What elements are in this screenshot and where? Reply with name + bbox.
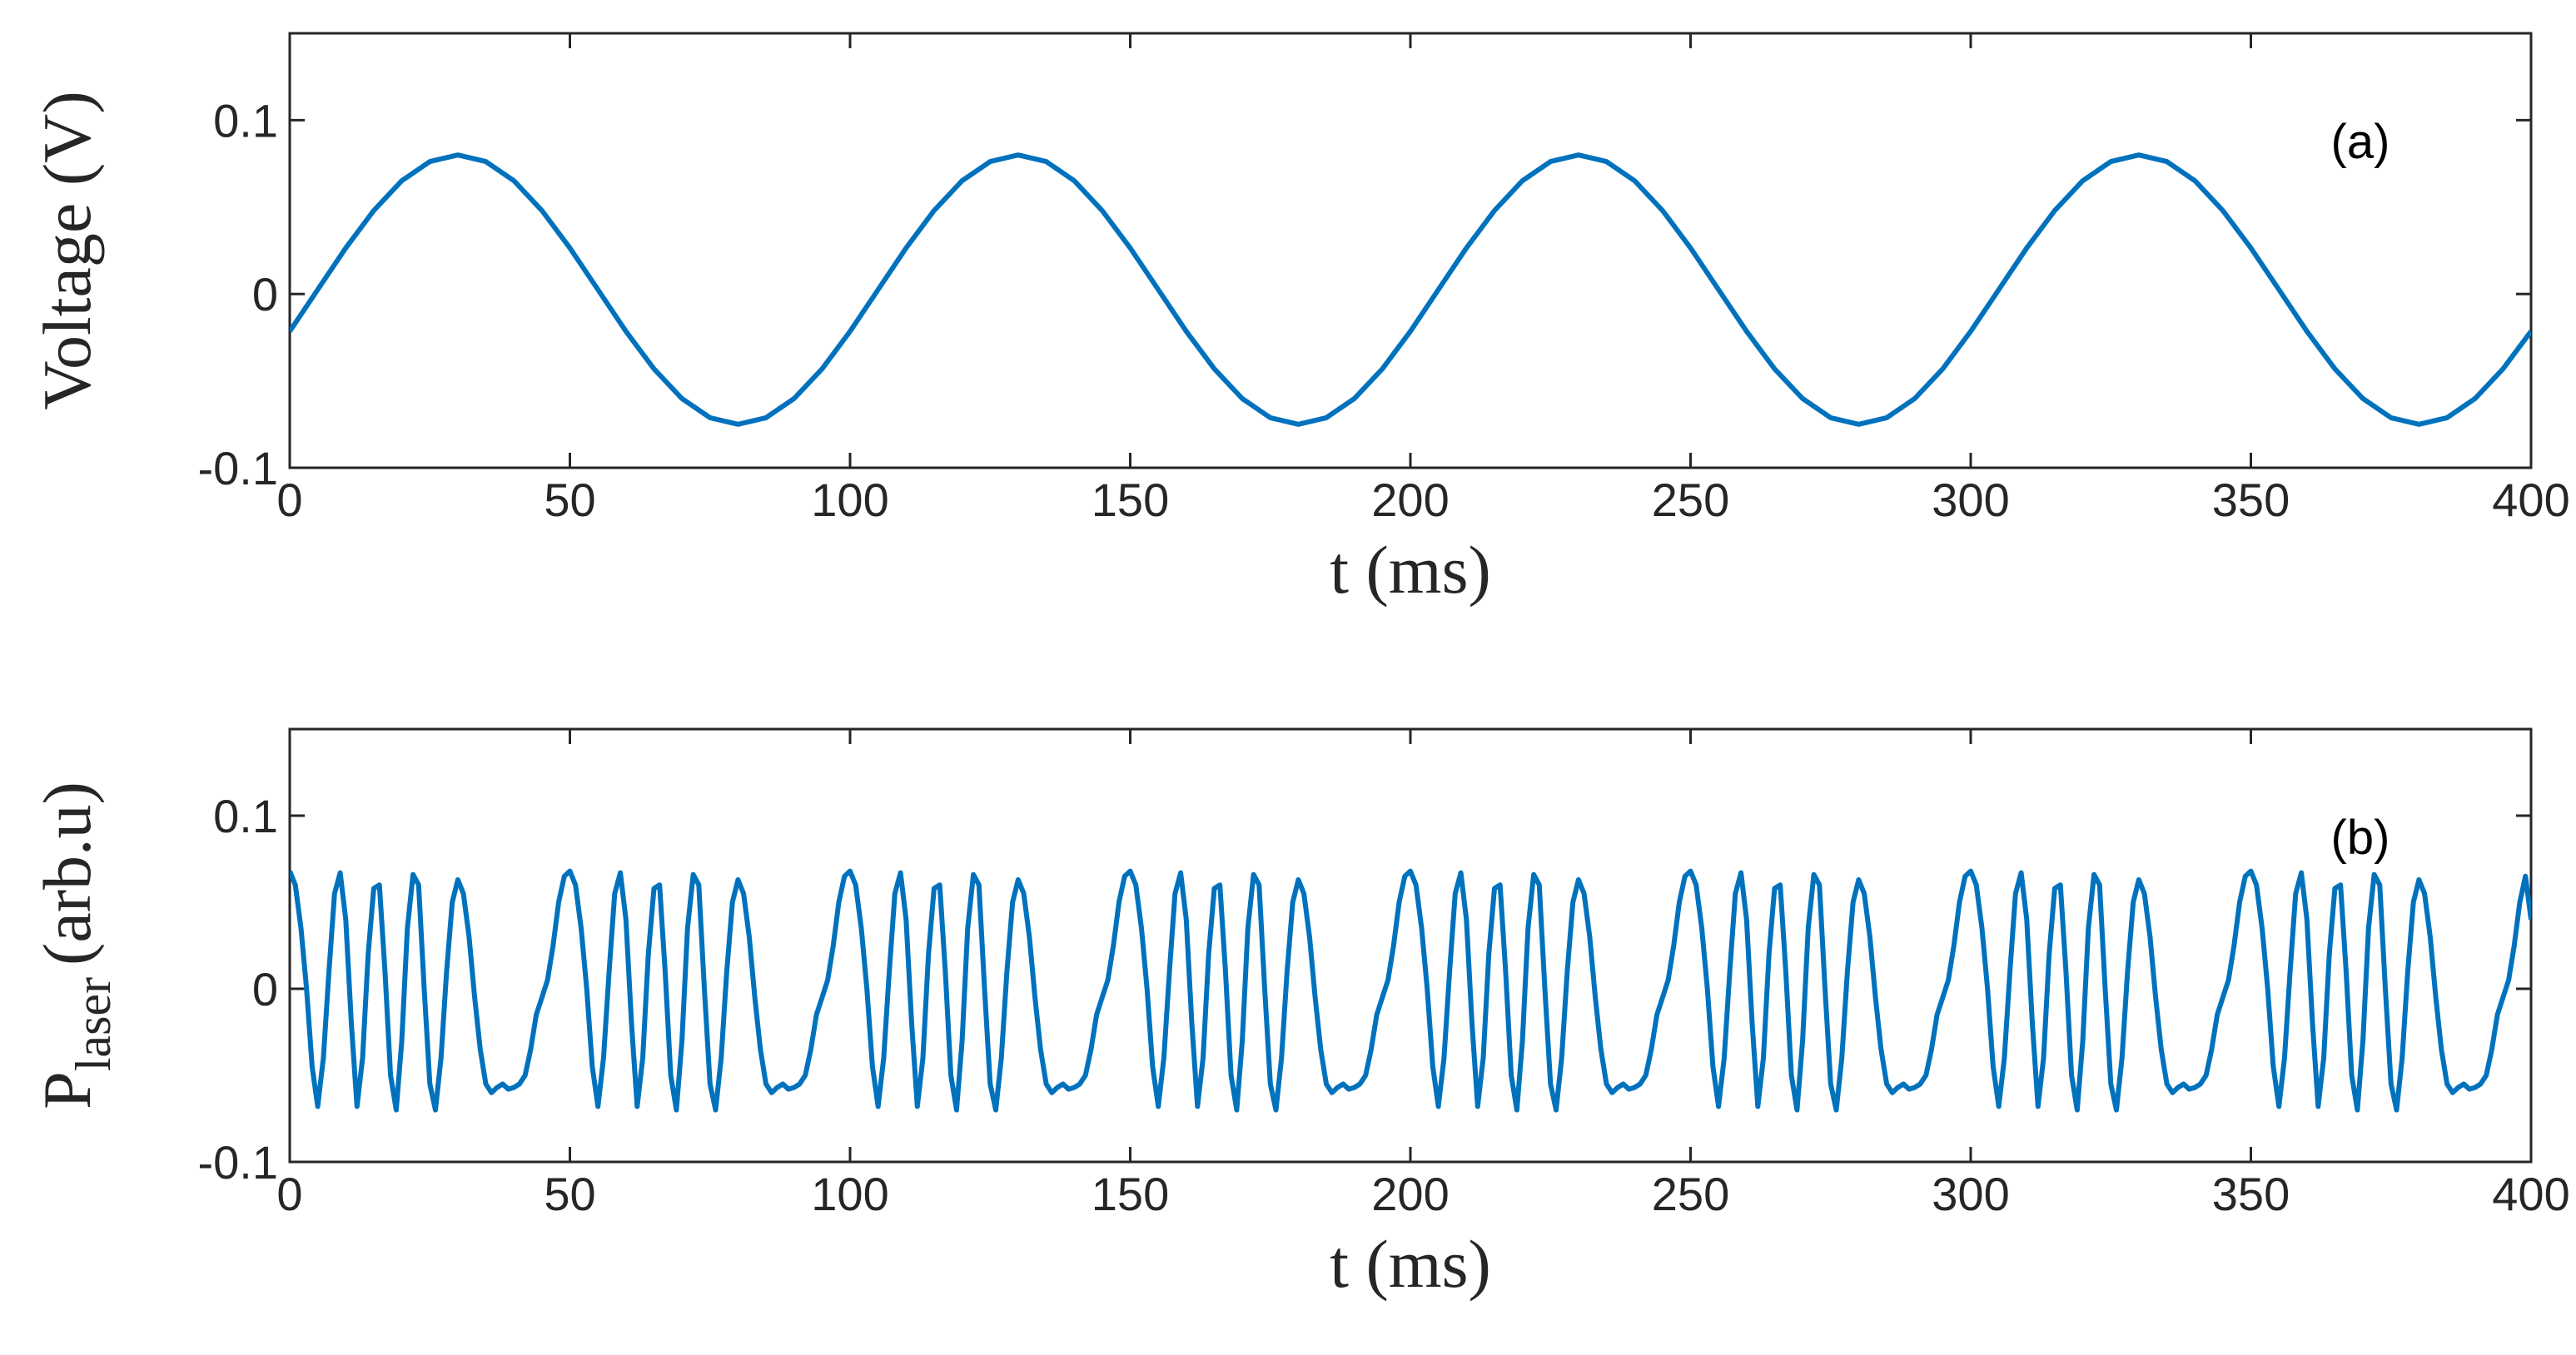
- panel-annotation: (a): [2331, 115, 2390, 169]
- y-tick-label: 0.1: [213, 790, 278, 842]
- panel-annotation: (b): [2331, 811, 2390, 865]
- y-label-sub: laser: [66, 977, 121, 1071]
- axes-box: [288, 32, 2533, 469]
- x-tick-label: 200: [1371, 474, 1449, 526]
- x-tick-label: 250: [1652, 1168, 1729, 1220]
- data-line: [290, 868, 2531, 1113]
- x-tick-label: 150: [1092, 474, 1169, 526]
- x-tick-label: 50: [544, 1168, 595, 1220]
- x-tick-label: 300: [1932, 1168, 2009, 1220]
- x-tick-label: 0: [276, 1168, 302, 1220]
- x-tick-label: 100: [811, 474, 888, 526]
- data-line: [290, 152, 2531, 427]
- x-tick-label: 150: [1092, 1168, 1169, 1220]
- x-tick-label: 350: [2212, 1168, 2290, 1220]
- x-tick-label: 350: [2212, 474, 2290, 526]
- y-tick-label: 0: [252, 963, 278, 1015]
- y-tick-label: -0.1: [198, 1136, 279, 1189]
- x-axis-label: t (ms): [1330, 1226, 1491, 1302]
- y-label-unit: (arb.u): [29, 782, 105, 965]
- x-tick-label: 0: [276, 474, 302, 526]
- x-axis-label: t (ms): [1330, 532, 1491, 608]
- x-tick-label: 50: [544, 474, 595, 526]
- x-tick-label: 250: [1652, 474, 1729, 526]
- y-axis-label: Voltage (V): [29, 91, 105, 409]
- x-tick-label: 400: [2492, 474, 2569, 526]
- y-tick-label: 0.1: [213, 94, 278, 146]
- y-label-main: P: [29, 1071, 105, 1109]
- y-axis-label: Plaser (arb.u): [29, 782, 121, 1109]
- y-tick-label: -0.1: [198, 442, 279, 494]
- x-tick-label: 300: [1932, 474, 2009, 526]
- x-tick-label: 400: [2492, 1168, 2569, 1220]
- y-tick-label: 0: [252, 268, 278, 320]
- x-tick-label: 100: [811, 1168, 888, 1220]
- x-tick-label: 200: [1371, 1168, 1449, 1220]
